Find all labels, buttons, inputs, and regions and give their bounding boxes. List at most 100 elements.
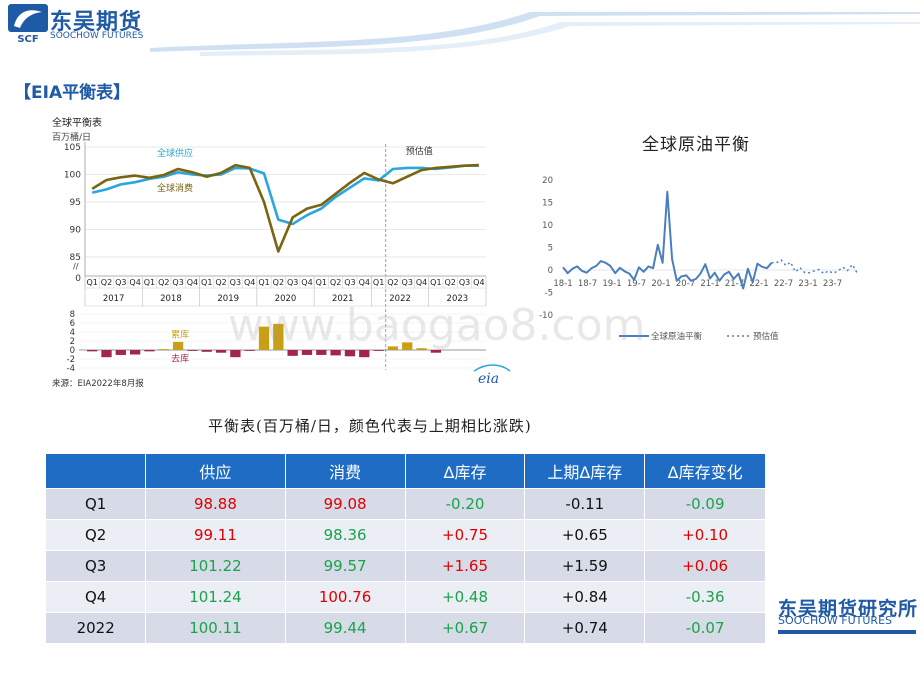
- x-quarter-label: Q4: [129, 278, 140, 287]
- bar-y-tick-label: 0: [70, 346, 75, 356]
- draw-bar: [215, 350, 227, 353]
- left-chart-lines: [91, 163, 479, 253]
- bar-y-tick-label: -4: [67, 364, 75, 374]
- table-cell: +1.59: [524, 550, 646, 582]
- x-year-label: 2023: [447, 294, 469, 304]
- right-x-tick-label: 18-7: [578, 279, 597, 289]
- table-row: Q2 99.11 98.36 +0.75 +0.65 +0.10: [44, 519, 766, 551]
- eia-logo: eia: [478, 371, 499, 387]
- right-x-tick-label: 21-7: [725, 279, 744, 289]
- draw-bar: [344, 350, 356, 357]
- draw-bar: [201, 350, 212, 352]
- supply-line: [91, 164, 479, 226]
- consumption-series-label: 全球消费: [157, 182, 193, 194]
- section-title: 【EIA平衡表】: [14, 83, 131, 103]
- footer-brand-bar: [778, 630, 916, 634]
- x-quarter-label: Q3: [459, 278, 470, 287]
- table-cell: +0.84: [524, 581, 646, 613]
- right-chart-title: 全球原油平衡: [642, 135, 750, 155]
- x-quarter-label: Q4: [301, 278, 312, 287]
- x-year-label: 2022: [389, 294, 411, 304]
- table-cell: -0.20: [404, 488, 526, 520]
- right-y-tick-label: 20: [542, 176, 553, 186]
- table-cell: +0.67: [404, 612, 526, 644]
- bar-y-tick-label: -2: [67, 355, 75, 365]
- axis-break-mark: //: [73, 262, 79, 271]
- right-y-tick-label: 10: [542, 221, 553, 231]
- table-header-cell: [44, 453, 147, 489]
- draw-bar: [115, 350, 126, 355]
- draw-bar: [359, 350, 370, 358]
- logo-text: SCF: [17, 34, 38, 44]
- forecast-line: [771, 259, 858, 275]
- legend-actual-label: 全球原油平衡: [651, 331, 703, 342]
- x-quarter-label: Q3: [344, 278, 355, 287]
- x-quarter-label: Q2: [273, 278, 284, 287]
- bar-y-tick-label: 2: [70, 337, 75, 347]
- table-header-cell: 上期Δ库存: [524, 453, 646, 489]
- x-quarter-label: Q1: [86, 278, 97, 287]
- right-x-tick-label: 22-7: [774, 279, 793, 289]
- draw-bar: [187, 350, 198, 351]
- build-bar: [158, 349, 169, 350]
- table-cell: -0.09: [644, 488, 766, 520]
- x-quarter-label: Q2: [158, 278, 169, 287]
- legend-forecast-label: 预估值: [753, 331, 779, 342]
- x-quarter-label: Q3: [287, 278, 298, 287]
- crude-balance-line: [562, 190, 773, 290]
- right-chart-x-ticks: 18-1 18-7 19-1 19-7 20-1 20-7 21-1 21-7 22-1 22-7…: [553, 279, 842, 289]
- table-cell: 98.88: [145, 488, 286, 520]
- x-quarter-label: Q1: [144, 278, 155, 287]
- footer-brand-cn: 东吴期货研究所: [778, 598, 919, 620]
- table-cell: -0.07: [644, 612, 766, 644]
- build-bar: [416, 348, 427, 350]
- table-cell: -0.36: [644, 581, 766, 613]
- build-bar: [387, 346, 399, 350]
- left-chart-x-axis: Q1 Q2 Q3 Q4 Q1 Q2 Q3 Q4 Q1 Q2 Q3 Q4 Q1 Q2 Q3 Q4 Q1 Q2 Q3 Q4…: [84, 275, 487, 307]
- header-swoosh: [150, 12, 920, 56]
- y-tick-label: 105: [64, 143, 81, 153]
- build-bar: [172, 341, 184, 350]
- table-cell: -0.11: [524, 488, 646, 520]
- brand-name-en: SOOCHOW FUTURES: [50, 31, 144, 41]
- x-year-label: 2019: [217, 294, 239, 304]
- x-quarter-label: Q1: [201, 278, 212, 287]
- x-quarter-label: Q2: [387, 278, 398, 287]
- right-y-tick-label: 5: [548, 244, 553, 254]
- table-row: Q4 101.24 100.76 +0.48 +0.84 -0.36: [44, 581, 766, 613]
- draw-bar: [87, 350, 98, 352]
- x-quarter-label: Q1: [430, 278, 441, 287]
- table-header-cell: 消费: [284, 453, 406, 489]
- table-row: Q1 98.88 99.08 -0.20 -0.11 -0.09: [44, 488, 766, 520]
- x-quarter-label: Q4: [244, 278, 255, 287]
- company-logo-icon: SCF: [8, 4, 48, 44]
- bar-y-tick-label: 6: [70, 319, 75, 329]
- x-year-label: 2018: [160, 294, 182, 304]
- x-quarter-label: Q2: [330, 278, 341, 287]
- right-x-tick-label: 23-1: [798, 279, 817, 289]
- table-cell: +0.10: [644, 519, 766, 551]
- row-period-cell: Q4: [44, 581, 147, 613]
- table-cell: 99.57: [284, 550, 406, 582]
- table-cell: +0.75: [404, 519, 526, 551]
- draw-bar: [144, 350, 155, 352]
- table-cell: 101.24: [145, 581, 286, 613]
- draw-bar: [301, 350, 313, 355]
- left-chart-unit: 百万桶/日: [52, 131, 91, 143]
- table-cell: +0.74: [524, 612, 646, 644]
- table-cell: 99.44: [284, 612, 406, 644]
- build-bar: [258, 326, 270, 350]
- x-quarter-label: Q2: [215, 278, 226, 287]
- build-label: 累库: [171, 328, 189, 340]
- y-tick-label: 90: [70, 226, 82, 236]
- right-y-tick-label: 0: [548, 266, 553, 276]
- right-x-tick-label: 19-1: [602, 279, 621, 289]
- footer-brand-en: SOOCHOW FUTURES: [778, 614, 893, 627]
- x-quarter-label: Q3: [230, 278, 241, 287]
- bar-y-tick-label: 8: [70, 310, 75, 320]
- eia-logo-arc: [473, 364, 511, 372]
- table-cell: 99.08: [284, 488, 406, 520]
- source-note: 来源：EIA2022年8月报: [52, 378, 144, 389]
